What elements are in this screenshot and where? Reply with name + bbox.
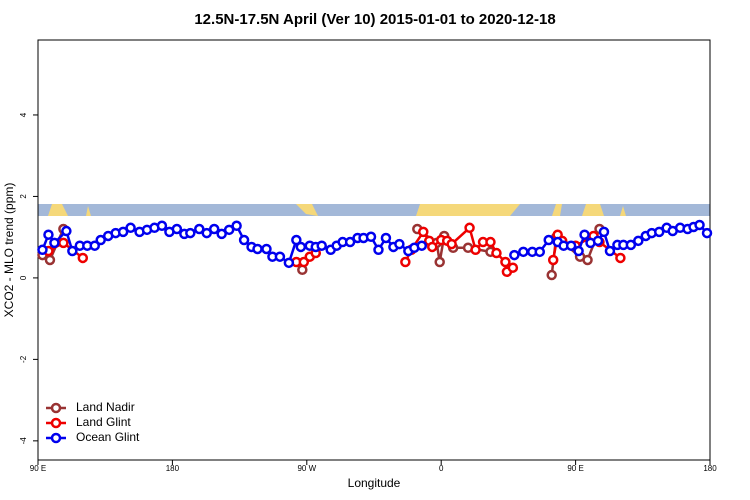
point	[67, 245, 78, 257]
x-tick-label: 90 E	[30, 464, 46, 473]
point	[470, 244, 481, 256]
point	[604, 245, 616, 257]
point	[201, 227, 212, 239]
point	[653, 226, 665, 238]
point	[185, 227, 196, 239]
point	[446, 238, 457, 250]
legend-label: Ocean Glint	[76, 430, 140, 444]
point	[117, 226, 129, 238]
point	[295, 241, 307, 253]
y-tick-label: -4	[19, 437, 28, 445]
point	[592, 235, 604, 247]
legend-swatch	[50, 402, 62, 414]
point	[252, 243, 263, 255]
x-tick-label: 180	[166, 464, 180, 473]
point	[58, 237, 69, 249]
point	[43, 229, 54, 240]
x-tick-label: 0	[439, 464, 444, 473]
point	[543, 234, 554, 246]
point	[565, 240, 577, 251]
point	[49, 237, 60, 249]
point	[44, 254, 56, 266]
point	[89, 240, 100, 251]
point	[500, 256, 511, 268]
x-axis-label: Longitude	[348, 476, 401, 490]
point	[633, 235, 644, 247]
point	[485, 236, 496, 248]
point	[283, 257, 295, 269]
point	[579, 229, 590, 240]
point	[365, 231, 377, 243]
point	[615, 252, 626, 264]
point	[416, 240, 428, 251]
point	[171, 223, 183, 235]
point	[547, 254, 559, 266]
point	[426, 241, 438, 253]
x-tick-label: 90 E	[567, 464, 583, 473]
point	[546, 269, 557, 281]
legend-label: Land Glint	[76, 415, 131, 429]
point	[701, 227, 713, 239]
point	[394, 238, 405, 250]
x-tick-label: 90 W	[297, 464, 316, 473]
point	[194, 223, 205, 235]
point	[125, 222, 136, 234]
point	[400, 256, 411, 268]
y-axis-label: XCO2 - MLO trend (ppm)	[2, 183, 16, 318]
point	[37, 244, 48, 256]
point	[261, 243, 272, 255]
point	[582, 254, 593, 266]
point	[534, 246, 546, 258]
point	[216, 228, 227, 240]
y-tick-label: 2	[19, 194, 28, 199]
x-tick-label: 180	[703, 464, 717, 473]
point	[291, 234, 302, 246]
point	[344, 236, 356, 248]
point	[316, 240, 327, 251]
point	[598, 226, 610, 238]
y-tick-label: 0	[19, 275, 28, 280]
point	[491, 247, 502, 259]
legend-swatch	[50, 417, 62, 429]
point	[274, 251, 286, 262]
chart-title: 12.5N-17.5N April (Ver 10) 2015-01-01 to…	[194, 11, 555, 28]
point	[573, 245, 584, 257]
y-tick-label: 4	[19, 112, 28, 117]
point	[694, 219, 705, 231]
point	[208, 223, 220, 235]
point	[373, 244, 384, 256]
point	[418, 226, 429, 238]
y-tick-label: -2	[19, 355, 28, 363]
point	[61, 225, 72, 237]
point	[625, 239, 637, 251]
point	[156, 220, 168, 232]
point	[77, 252, 89, 264]
point	[464, 222, 475, 234]
point	[518, 246, 529, 258]
point	[95, 234, 106, 246]
point	[231, 220, 242, 232]
point	[223, 224, 235, 236]
point	[434, 256, 445, 268]
point	[507, 262, 519, 273]
point	[238, 234, 250, 246]
point	[509, 249, 520, 261]
legend-swatch	[50, 432, 62, 444]
point	[380, 232, 392, 244]
legend-label: Land Nadir	[76, 400, 135, 414]
map-strip	[38, 204, 710, 216]
